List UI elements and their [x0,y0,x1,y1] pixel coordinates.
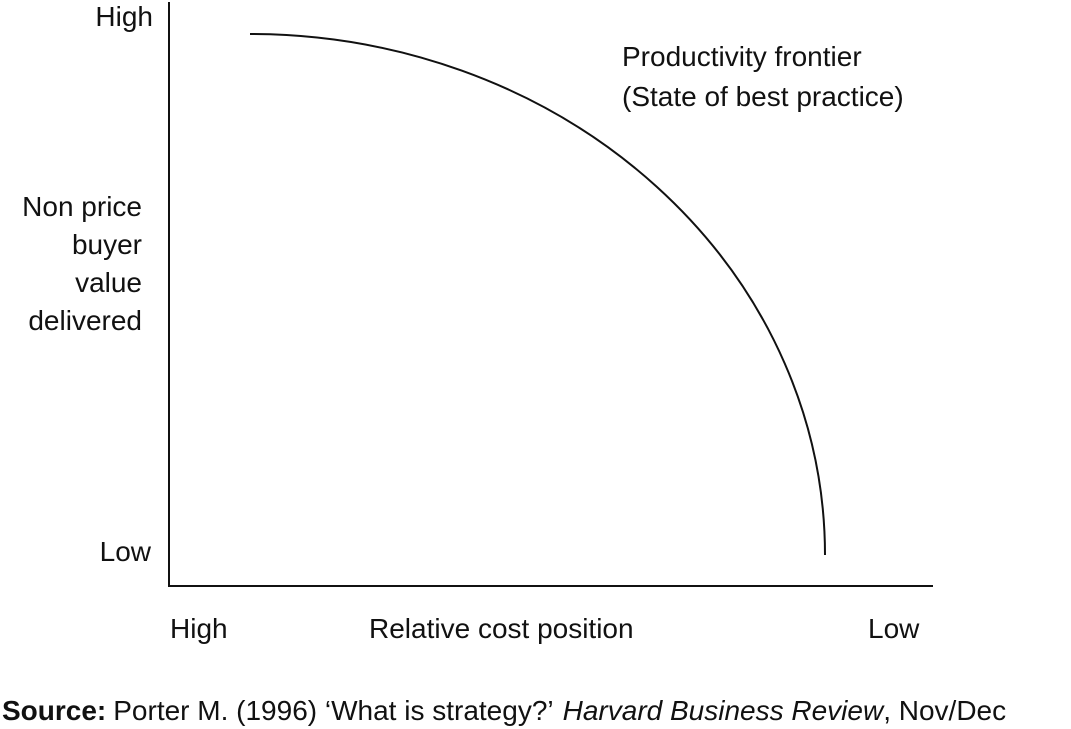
y-label: value [75,267,142,298]
x-high: High [170,613,228,644]
y-low: Low [100,536,152,567]
source-journal: Harvard Business Review [563,695,885,726]
y-high: High [95,1,153,32]
source-details: , Nov/Dec [883,695,1006,726]
y-label: Non price [22,191,142,222]
y-label: buyer [72,229,142,260]
annotation: Productivity frontier [622,41,862,72]
x-label: Relative cost position [369,613,634,644]
y-label: delivered [28,305,142,336]
source-citation: Porter M. (1996) ‘What is strategy?’ [113,695,553,726]
frontier-curve [249,33,826,556]
x-low: Low [868,613,920,644]
annotation: (State of best practice) [622,81,904,112]
source-label: Source: [2,695,106,726]
source: Source: Porter M. (1996) ‘What is strateg… [2,695,1006,726]
